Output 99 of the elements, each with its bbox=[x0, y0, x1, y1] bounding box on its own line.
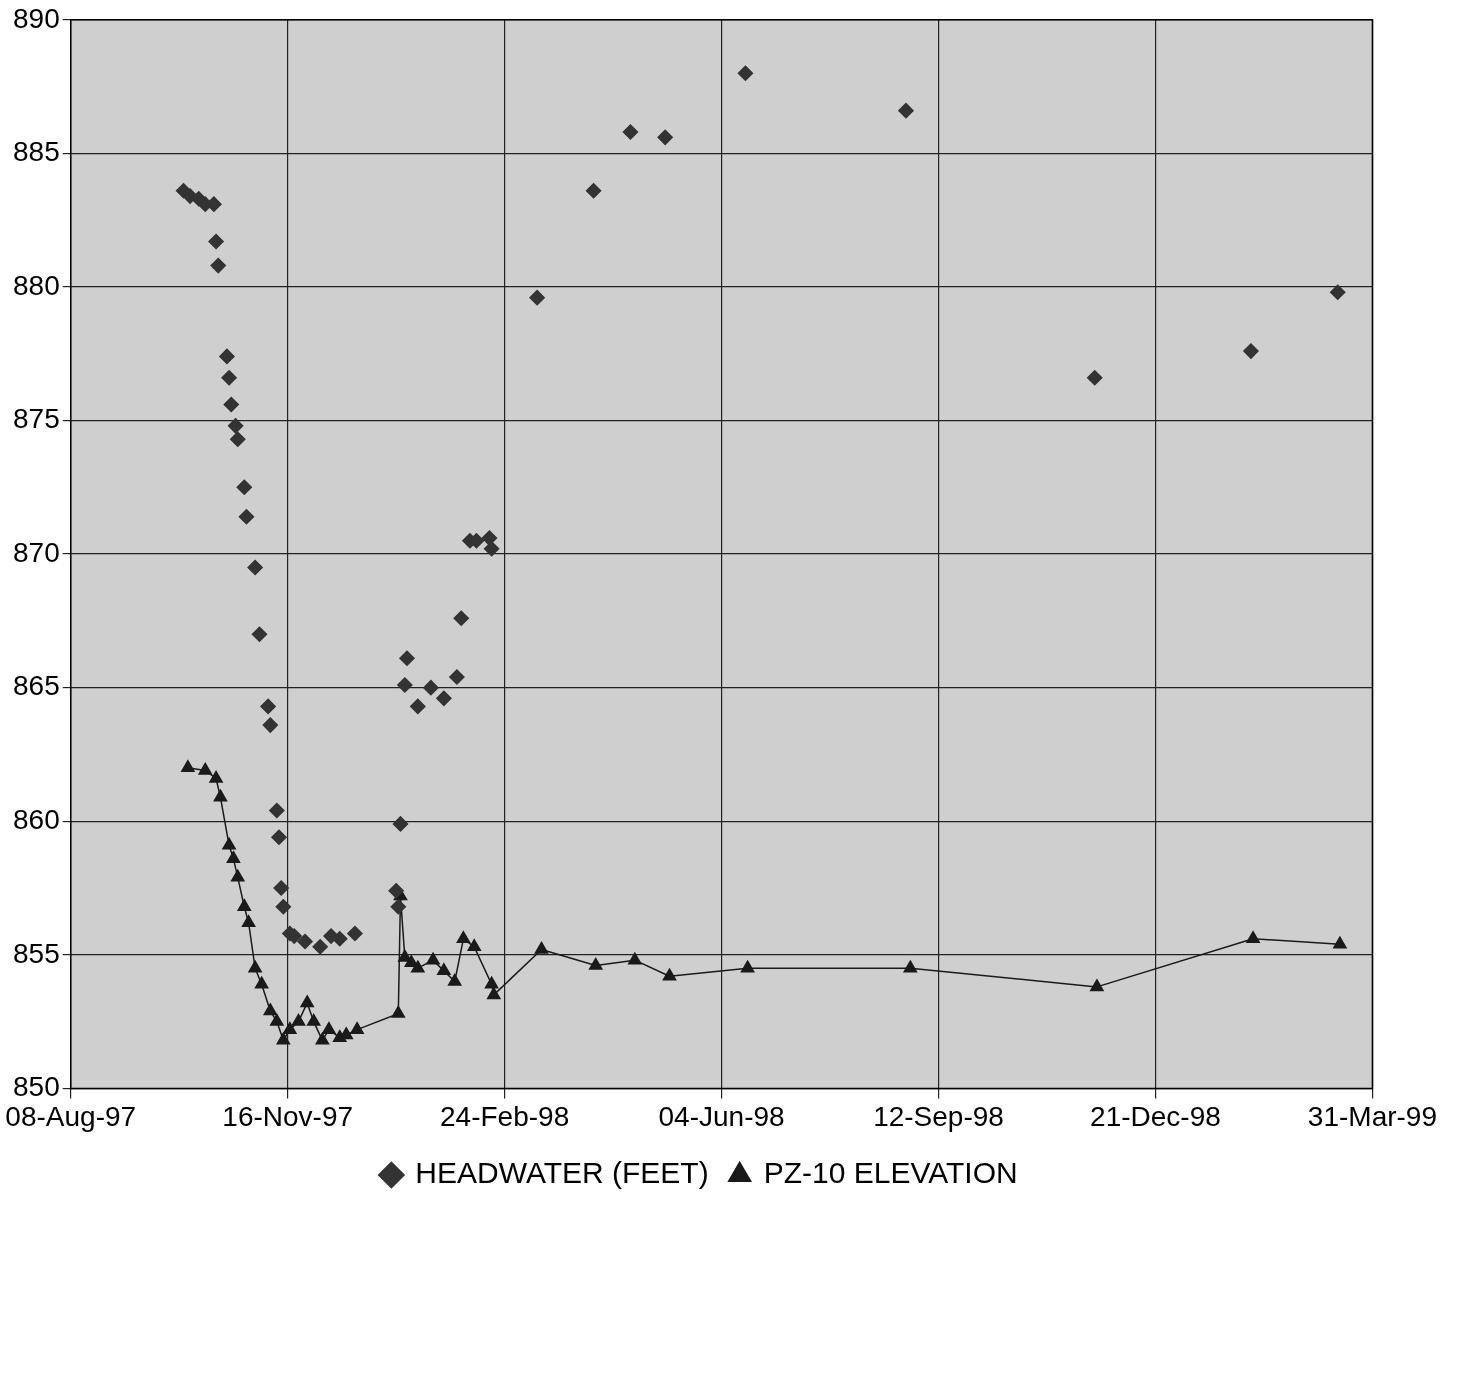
point bbox=[275, 898, 292, 915]
legend-label: PZ-10 ELEVATION bbox=[763, 1156, 1018, 1190]
point bbox=[1333, 936, 1347, 949]
point bbox=[740, 960, 755, 973]
x-tick-label: 16-Nov-97 bbox=[222, 1100, 354, 1132]
point bbox=[254, 976, 269, 989]
point bbox=[226, 850, 241, 863]
point bbox=[411, 960, 425, 973]
y-tick-label: 860 bbox=[13, 803, 60, 835]
y-tick-label: 890 bbox=[13, 2, 60, 34]
point bbox=[230, 431, 246, 447]
x-tick-label: 24-Feb-98 bbox=[440, 1100, 570, 1132]
point bbox=[315, 1032, 330, 1045]
point bbox=[238, 508, 255, 525]
point bbox=[534, 941, 549, 954]
y-tick-label: 870 bbox=[13, 536, 60, 568]
y-tick-label: 865 bbox=[13, 670, 60, 702]
point bbox=[486, 987, 501, 1000]
point bbox=[237, 898, 252, 911]
point bbox=[903, 960, 918, 973]
x-tick-label: 12-Sep-98 bbox=[873, 1100, 1004, 1132]
point bbox=[388, 882, 404, 899]
point bbox=[227, 418, 244, 434]
y-tick-label: 885 bbox=[13, 136, 60, 168]
point bbox=[1086, 370, 1103, 386]
point bbox=[410, 698, 426, 715]
legend-label: HEADWATER (FEET) bbox=[415, 1156, 709, 1190]
point bbox=[210, 257, 226, 274]
point bbox=[269, 802, 285, 819]
point bbox=[399, 650, 415, 667]
point bbox=[241, 915, 256, 928]
point bbox=[1246, 931, 1260, 944]
point bbox=[221, 370, 237, 386]
point bbox=[283, 1021, 297, 1034]
point bbox=[456, 931, 471, 944]
point bbox=[181, 760, 195, 773]
x-tick-label: 08-Aug-97 bbox=[5, 1100, 137, 1132]
point bbox=[467, 939, 482, 952]
point bbox=[391, 1005, 406, 1018]
point bbox=[300, 995, 315, 1008]
point bbox=[322, 1021, 336, 1034]
point bbox=[1090, 979, 1104, 992]
point bbox=[484, 976, 499, 989]
point bbox=[481, 530, 498, 546]
point bbox=[392, 816, 409, 832]
point bbox=[662, 968, 677, 981]
point bbox=[447, 973, 462, 986]
point bbox=[271, 829, 287, 846]
x-tick-label: 31-Mar-99 bbox=[1307, 1100, 1438, 1132]
point bbox=[209, 770, 223, 783]
y-tick-label: 850 bbox=[13, 1071, 60, 1103]
point bbox=[390, 898, 407, 915]
point bbox=[208, 233, 224, 250]
point bbox=[263, 1003, 278, 1016]
point bbox=[260, 698, 276, 715]
point bbox=[347, 925, 363, 942]
point bbox=[436, 690, 452, 707]
y-tick-label: 880 bbox=[13, 269, 60, 301]
point bbox=[270, 1013, 284, 1026]
point bbox=[248, 960, 262, 973]
point bbox=[622, 124, 639, 140]
point bbox=[222, 837, 236, 850]
point bbox=[306, 1013, 321, 1026]
point bbox=[426, 952, 440, 965]
point bbox=[588, 957, 603, 970]
point bbox=[213, 789, 228, 802]
point bbox=[236, 479, 253, 496]
point bbox=[737, 65, 754, 81]
point bbox=[483, 541, 500, 557]
point bbox=[898, 102, 914, 119]
point bbox=[251, 626, 268, 642]
point bbox=[397, 677, 413, 693]
point bbox=[529, 289, 545, 306]
point bbox=[312, 939, 328, 955]
point bbox=[223, 396, 240, 413]
point bbox=[230, 869, 245, 882]
y-tick-label: 855 bbox=[13, 937, 60, 969]
point bbox=[297, 933, 313, 950]
point bbox=[449, 669, 465, 685]
x-tick-label: 21-Dec-98 bbox=[1090, 1100, 1221, 1132]
point bbox=[219, 348, 235, 365]
point bbox=[247, 559, 263, 576]
x-tick-label: 04-Jun-98 bbox=[658, 1100, 785, 1132]
point bbox=[657, 129, 673, 146]
point bbox=[1243, 343, 1259, 359]
point bbox=[262, 717, 279, 733]
point bbox=[276, 1032, 291, 1045]
point bbox=[423, 679, 439, 696]
point bbox=[1329, 284, 1346, 301]
point bbox=[627, 952, 642, 965]
y-tick-label: 875 bbox=[13, 403, 60, 435]
point bbox=[453, 610, 469, 626]
point bbox=[437, 963, 451, 976]
point bbox=[398, 949, 412, 962]
point bbox=[273, 880, 289, 896]
point bbox=[350, 1021, 364, 1034]
point bbox=[585, 183, 602, 199]
point bbox=[198, 762, 213, 775]
point bbox=[291, 1013, 306, 1026]
